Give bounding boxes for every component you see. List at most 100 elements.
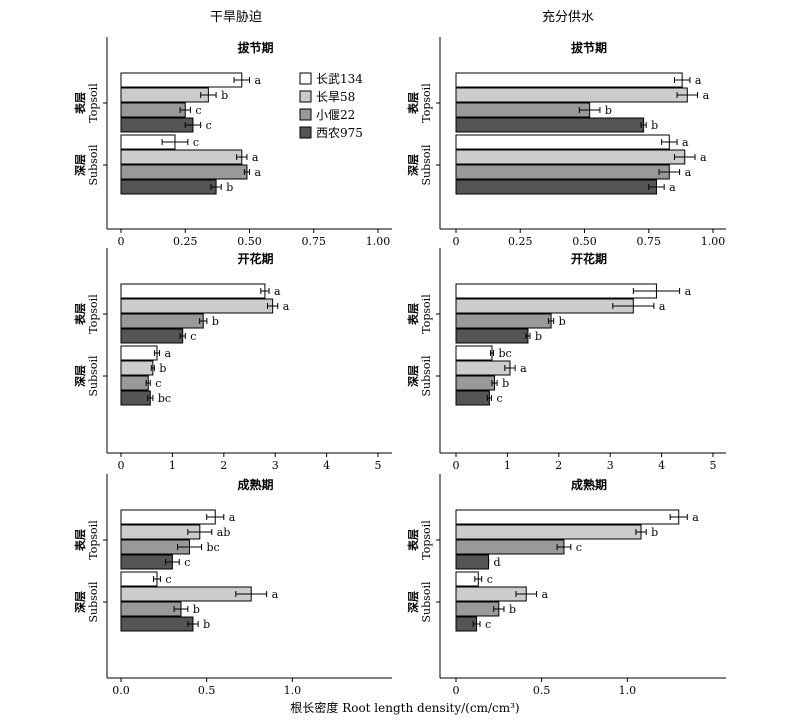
significance-letter: a bbox=[283, 300, 290, 313]
bar bbox=[455, 149, 686, 165]
bar bbox=[120, 328, 184, 344]
significance-letter: ab bbox=[217, 526, 231, 539]
significance-letter: c bbox=[576, 541, 582, 554]
panel-title: 拔节期 bbox=[237, 40, 273, 55]
bar bbox=[120, 345, 158, 361]
significance-letter: a bbox=[669, 181, 676, 194]
group-label-cn: 深层 bbox=[406, 591, 420, 613]
x-tick-label: 2 bbox=[220, 459, 227, 472]
significance-letter: b bbox=[212, 315, 219, 328]
group-label-cn: 深层 bbox=[73, 365, 87, 387]
group-label-cn: 表层 bbox=[406, 529, 420, 552]
legend-swatch bbox=[299, 90, 312, 103]
x-tick-label: 3 bbox=[272, 459, 279, 472]
significance-letter: c bbox=[184, 556, 190, 569]
significance-letter: bc bbox=[499, 347, 512, 360]
panel-title: 开花期 bbox=[237, 251, 273, 266]
group-label-en: Topsoil bbox=[420, 83, 433, 123]
x-tick-label: 5 bbox=[375, 459, 382, 472]
panel-title: 成熟期 bbox=[571, 477, 607, 492]
group-label-en: Subsoil bbox=[87, 355, 100, 396]
significance-letter: c bbox=[496, 392, 502, 405]
significance-letter: a bbox=[700, 151, 707, 164]
x-tick-label: 0 bbox=[453, 235, 460, 248]
group-label-cn: 表层 bbox=[73, 92, 87, 115]
group-label-cn: 深层 bbox=[73, 591, 87, 613]
group-label-en: Topsoil bbox=[87, 83, 100, 123]
bar bbox=[120, 601, 182, 617]
x-tick-label: 2 bbox=[555, 459, 562, 472]
group-label-en: Subsoil bbox=[420, 355, 433, 396]
legend-swatch bbox=[299, 108, 312, 121]
bar bbox=[455, 179, 657, 195]
group-label-en: Subsoil bbox=[87, 144, 100, 185]
significance-letter: bc bbox=[207, 541, 220, 554]
x-tick-label: 1.00 bbox=[366, 235, 391, 248]
significance-letter: a bbox=[682, 136, 689, 149]
bar bbox=[120, 283, 266, 299]
x-tick-label: 0.5 bbox=[198, 684, 216, 697]
x-tick-label: 0.25 bbox=[508, 235, 533, 248]
bar bbox=[120, 179, 217, 195]
significance-letter: a bbox=[274, 285, 281, 298]
x-tick-label: 1 bbox=[169, 459, 176, 472]
bar bbox=[455, 524, 642, 540]
significance-letter: b bbox=[559, 315, 566, 328]
bar bbox=[455, 298, 634, 314]
panel-title: 拔节期 bbox=[571, 40, 607, 55]
bar bbox=[120, 87, 209, 103]
bar bbox=[455, 539, 565, 555]
x-tick-label: 0.25 bbox=[173, 235, 198, 248]
significance-letter: c bbox=[487, 573, 493, 586]
legend-swatch bbox=[299, 126, 312, 139]
x-tick-label: 4 bbox=[658, 459, 665, 472]
bar bbox=[455, 601, 500, 617]
group-label-cn: 表层 bbox=[73, 303, 87, 326]
x-tick-label: 5 bbox=[710, 459, 717, 472]
significance-letter: c bbox=[155, 377, 161, 390]
bar bbox=[455, 117, 645, 133]
significance-letter: d bbox=[494, 556, 501, 569]
group-label-en: Topsoil bbox=[87, 294, 100, 334]
significance-letter: a bbox=[703, 89, 710, 102]
bar bbox=[120, 360, 154, 376]
x-tick-label: 1.00 bbox=[701, 235, 726, 248]
x-tick-label: 0.5 bbox=[533, 684, 551, 697]
group-label-cn: 表层 bbox=[406, 92, 420, 115]
bar bbox=[120, 554, 173, 570]
bar bbox=[120, 298, 274, 314]
significance-letter: b bbox=[535, 330, 542, 343]
x-tick-label: 0 bbox=[118, 459, 125, 472]
legend-label: 长武134 bbox=[316, 72, 363, 86]
significance-letter: bc bbox=[158, 392, 171, 405]
x-tick-label: 4 bbox=[323, 459, 330, 472]
group-label-en: Topsoil bbox=[87, 520, 100, 560]
significance-letter: c bbox=[165, 573, 171, 586]
x-tick-label: 1 bbox=[504, 459, 511, 472]
significance-letter: b bbox=[651, 526, 658, 539]
significance-letter: c bbox=[193, 136, 199, 149]
significance-letter: a bbox=[255, 74, 262, 87]
bar bbox=[455, 509, 680, 525]
bar bbox=[120, 375, 149, 391]
group-label-cn: 表层 bbox=[406, 303, 420, 326]
legend-label: 小偃22 bbox=[316, 107, 355, 122]
significance-letter: b bbox=[221, 89, 228, 102]
x-tick-label: 0.75 bbox=[637, 235, 662, 248]
significance-letter: a bbox=[685, 285, 692, 298]
x-axis-label: 根长密度 Root length density/(cm/cm³) bbox=[290, 700, 519, 715]
bar bbox=[455, 72, 683, 88]
significance-letter: b bbox=[502, 377, 509, 390]
bar bbox=[120, 509, 216, 525]
bar bbox=[455, 134, 670, 150]
significance-letter: a bbox=[692, 511, 699, 524]
significance-letter: a bbox=[229, 511, 236, 524]
significance-letter: b bbox=[203, 618, 210, 631]
group-label-en: Subsoil bbox=[420, 581, 433, 622]
x-tick-label: 0 bbox=[118, 235, 125, 248]
